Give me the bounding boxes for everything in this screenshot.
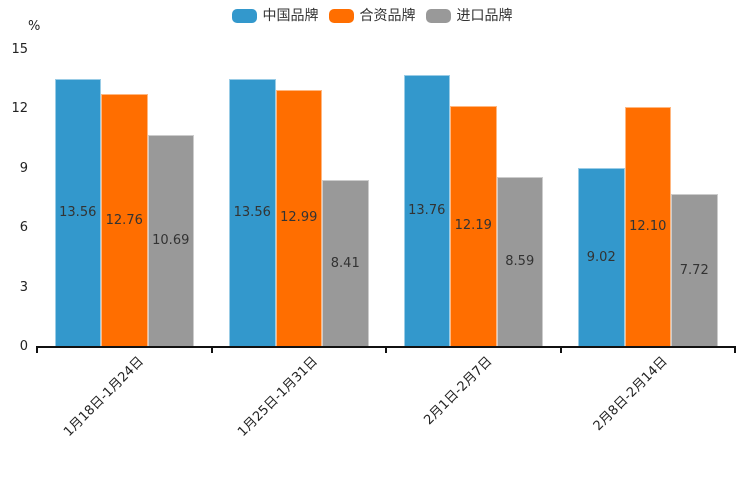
y-tick-label: 12: [11, 101, 28, 117]
legend-item-1[interactable]: 中国品牌: [231, 8, 319, 24]
x-category-label: 2月1日-2月7日: [421, 354, 496, 429]
bar-合资品牌-2[interactable]: [275, 89, 322, 347]
bar-合资品牌-1[interactable]: [101, 94, 148, 347]
bar-中国品牌-2[interactable]: [229, 78, 276, 347]
legend-label: 合资品牌: [359, 8, 416, 24]
bar-合资品牌-3[interactable]: [450, 105, 497, 347]
y-axis-unit-label: %: [28, 19, 41, 34]
legend-label: 进口品牌: [456, 8, 513, 24]
bar-合资品牌-4[interactable]: [624, 107, 671, 347]
bar-进口品牌-4[interactable]: [671, 194, 718, 347]
bar-中国品牌-1[interactable]: [54, 78, 101, 347]
bar-进口品牌-3[interactable]: [496, 176, 543, 347]
bar-进口品牌-2[interactable]: [322, 180, 369, 347]
legend-item-3[interactable]: 进口品牌: [425, 8, 513, 24]
x-category-label: 1月25日-1月31日: [235, 354, 322, 440]
legend-swatch-icon: [328, 9, 354, 23]
x-category-label: 1月18日-1月24日: [61, 354, 147, 440]
y-tick-label: 9: [19, 160, 28, 176]
y-tick-label: 15: [11, 42, 28, 57]
x-axis-tick: [36, 347, 38, 353]
x-category-label: 2月8日-2月14日: [590, 354, 671, 434]
y-tick-label: 0: [19, 339, 28, 354]
y-tick-label: 6: [19, 220, 28, 236]
legend-swatch-icon: [425, 9, 451, 23]
x-axis-tick: [734, 347, 736, 353]
x-axis-tick: [385, 347, 387, 353]
bar-中国品牌-3[interactable]: [403, 74, 450, 347]
y-tick-label: 3: [19, 279, 28, 295]
legend-label: 中国品牌: [262, 8, 319, 24]
x-axis-tick: [210, 347, 213, 353]
legend-item-2[interactable]: 合资品牌: [328, 8, 416, 24]
chart-legend: 中国品牌 合资品牌 进口品牌: [0, 8, 744, 24]
legend-swatch-icon: [231, 9, 257, 23]
x-axis-tick: [559, 347, 562, 353]
bar-中国品牌-4[interactable]: [578, 168, 625, 347]
bar-进口品牌-1[interactable]: [147, 135, 194, 347]
